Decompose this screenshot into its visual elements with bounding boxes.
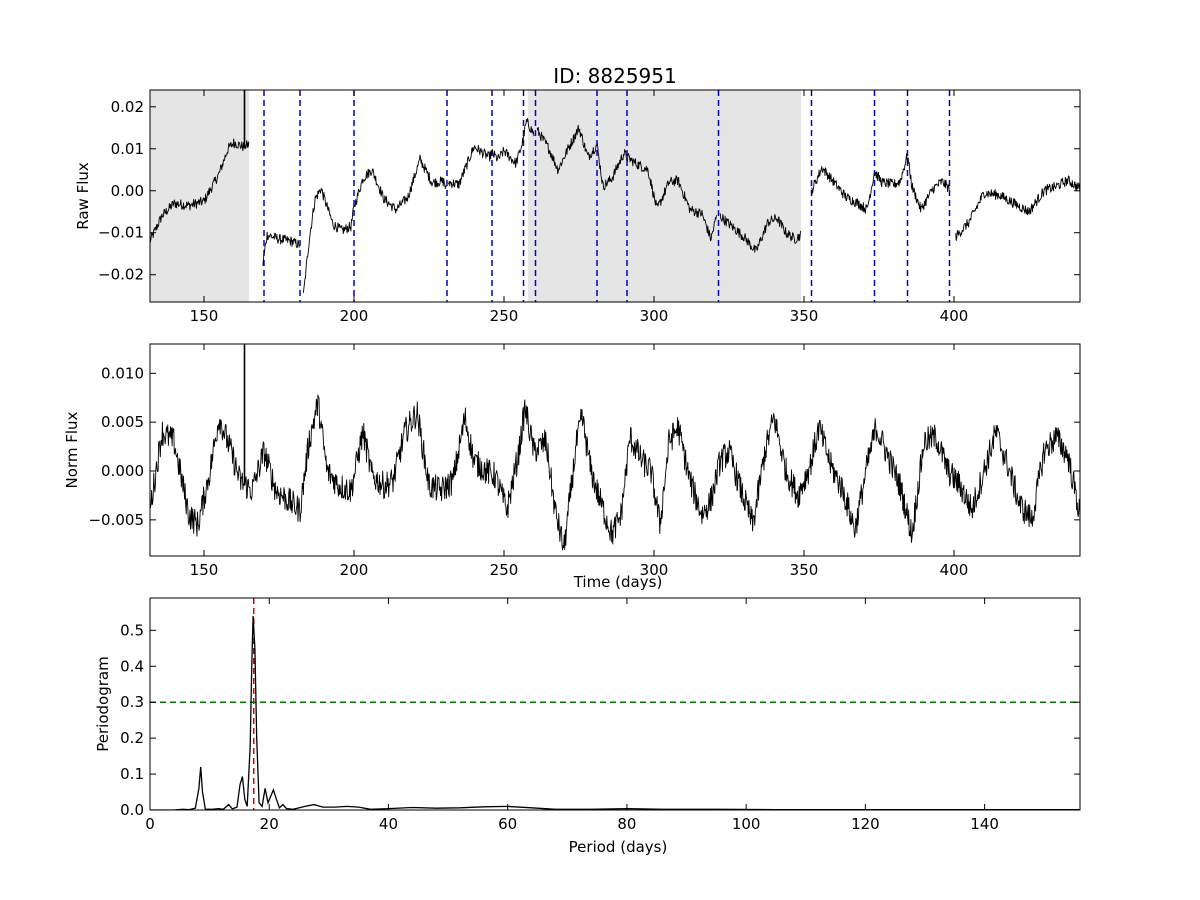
x-tick-label: 140 — [970, 815, 999, 833]
periodogram-axes-frame — [149, 597, 1081, 811]
x-tick-label: 80 — [617, 815, 636, 833]
norm-flux-series — [150, 394, 1080, 551]
y-tick-label: 0.4 — [120, 657, 144, 675]
y-tick-label: −0.005 — [88, 511, 144, 529]
y-tick-label: 0.005 — [101, 413, 144, 431]
periodogram-line — [150, 615, 1080, 810]
y-tick-label: 0.1 — [120, 765, 144, 783]
norm-x-axis-label: Time (days) — [573, 573, 663, 591]
x-tick-label: 250 — [490, 561, 519, 579]
norm-y-axis-label: Norm Flux — [63, 411, 81, 488]
y-tick-label: −0.02 — [98, 266, 144, 284]
y-tick-label: 0.3 — [120, 693, 144, 711]
shaded-span-0 — [150, 90, 249, 302]
x-tick-label: 400 — [940, 307, 969, 325]
norm-flux-panel: 150 200 250 300 350 400 −0.005 0.000 0.005 0.010 N… — [63, 343, 1081, 591]
x-tick-label: 60 — [498, 815, 517, 833]
figure-title: ID: 8825951 — [553, 64, 676, 88]
norm-plot-area — [150, 344, 1080, 551]
y-tick-label: 0.010 — [101, 364, 144, 382]
periodogram-x-axis-label: Period (days) — [569, 838, 668, 856]
x-tick-label: 150 — [190, 307, 219, 325]
x-tick-label: 120 — [851, 815, 880, 833]
x-tick-label: 300 — [640, 561, 669, 579]
x-tick-label: 40 — [379, 815, 398, 833]
x-tick-label: 200 — [340, 561, 369, 579]
norm-axes-frame — [149, 343, 1081, 557]
raw-flux-panel: 150 200 250 300 350 400 −0.02 −0.01 0.00 0.01 0.02… — [74, 89, 1081, 325]
x-tick-label: 100 — [732, 815, 761, 833]
x-tick-label: 250 — [490, 307, 519, 325]
x-tick-label: 300 — [640, 307, 669, 325]
y-tick-label: −0.01 — [98, 224, 144, 242]
x-tick-label: 150 — [190, 561, 219, 579]
y-tick-label: 0.2 — [120, 729, 144, 747]
raw-flux-series — [150, 117, 1080, 293]
y-tick-label: 0.0 — [120, 801, 144, 819]
y-tick-label: 0.01 — [111, 140, 144, 158]
x-tick-label: 350 — [790, 307, 819, 325]
x-tick-label: 200 — [340, 307, 369, 325]
y-tick-label: 0.00 — [111, 182, 144, 200]
x-tick-label: 20 — [260, 815, 279, 833]
raw-plot-area — [150, 90, 1080, 302]
periodogram-panel: 0 20 40 60 80 100 120 140 0.0 0.1 0.2 0.3 0.4 0.5 Peri… — [94, 597, 1081, 856]
x-tick-label: 400 — [940, 561, 969, 579]
periodogram-plot-area — [150, 598, 1080, 810]
periodogram-y-axis-label: Periodogram — [94, 656, 112, 751]
raw-axes-frame — [149, 89, 1081, 303]
x-tick-label: 0 — [145, 815, 155, 833]
x-tick-label: 350 — [790, 561, 819, 579]
y-tick-label: 0.02 — [111, 98, 144, 116]
y-tick-label: 0.5 — [120, 621, 144, 639]
y-tick-label: 0.000 — [101, 462, 144, 480]
raw-y-axis-label: Raw Flux — [74, 162, 92, 230]
